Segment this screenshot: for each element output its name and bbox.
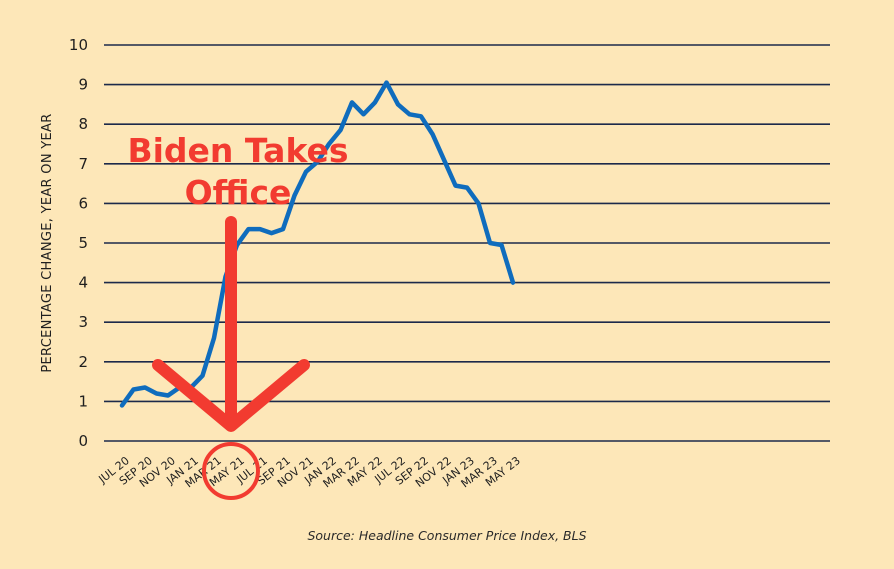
data-point	[155, 392, 158, 395]
data-point	[281, 227, 285, 231]
data-point	[293, 194, 296, 197]
data-point	[120, 404, 124, 407]
data-point	[500, 243, 503, 247]
y-tick-label: 0	[78, 432, 88, 450]
data-point	[327, 142, 331, 146]
data-point	[488, 241, 492, 245]
data-point	[304, 170, 308, 173]
source-note: Source: Headline Consumer Price Index, B…	[307, 528, 586, 543]
data-point	[373, 101, 377, 104]
data-point	[247, 227, 250, 231]
data-point	[385, 81, 388, 84]
y-tick-label: 3	[78, 313, 88, 331]
data-point	[477, 202, 480, 205]
y-tick-label: 1	[78, 392, 88, 410]
y-tick-label: 7	[78, 155, 88, 173]
data-point	[396, 103, 400, 106]
annotation-text-line1: Biden Takes	[127, 131, 348, 170]
annotation-arrow-head	[152, 359, 310, 432]
y-tick-labels: 0 1 2 3 4 5 6 7 8 9 10	[69, 36, 88, 450]
data-point	[166, 394, 170, 397]
y-tick-label: 5	[78, 234, 88, 252]
data-point	[442, 158, 446, 162]
data-point	[408, 113, 411, 116]
annotation-circle	[202, 442, 260, 500]
gridlines	[104, 44, 830, 442]
y-tick-label: 9	[78, 76, 88, 94]
y-tick-label: 6	[78, 194, 88, 212]
data-point	[201, 374, 204, 377]
data-point	[258, 227, 262, 231]
data-point	[454, 184, 457, 187]
data-point	[465, 186, 469, 189]
data-point	[419, 115, 423, 118]
data-point	[132, 388, 135, 391]
data-point	[350, 101, 354, 104]
data-point	[431, 132, 434, 136]
annotation-layer: Biden Takes Office	[127, 131, 349, 500]
annotation-text-line2: Office	[185, 173, 292, 212]
y-tick-label: 8	[78, 115, 88, 133]
data-point	[270, 231, 273, 235]
y-tick-label: 10	[69, 36, 88, 54]
y-tick-label: 4	[78, 274, 88, 292]
data-point	[511, 281, 515, 284]
data-point	[143, 386, 147, 389]
data-point	[339, 128, 342, 132]
y-axis-label: PERCENTAGE CHANGE, YEAR ON YEAR	[40, 113, 55, 372]
data-point	[316, 160, 319, 164]
y-tick-label: 2	[78, 353, 88, 371]
data-point	[212, 336, 216, 340]
data-point	[362, 113, 365, 116]
